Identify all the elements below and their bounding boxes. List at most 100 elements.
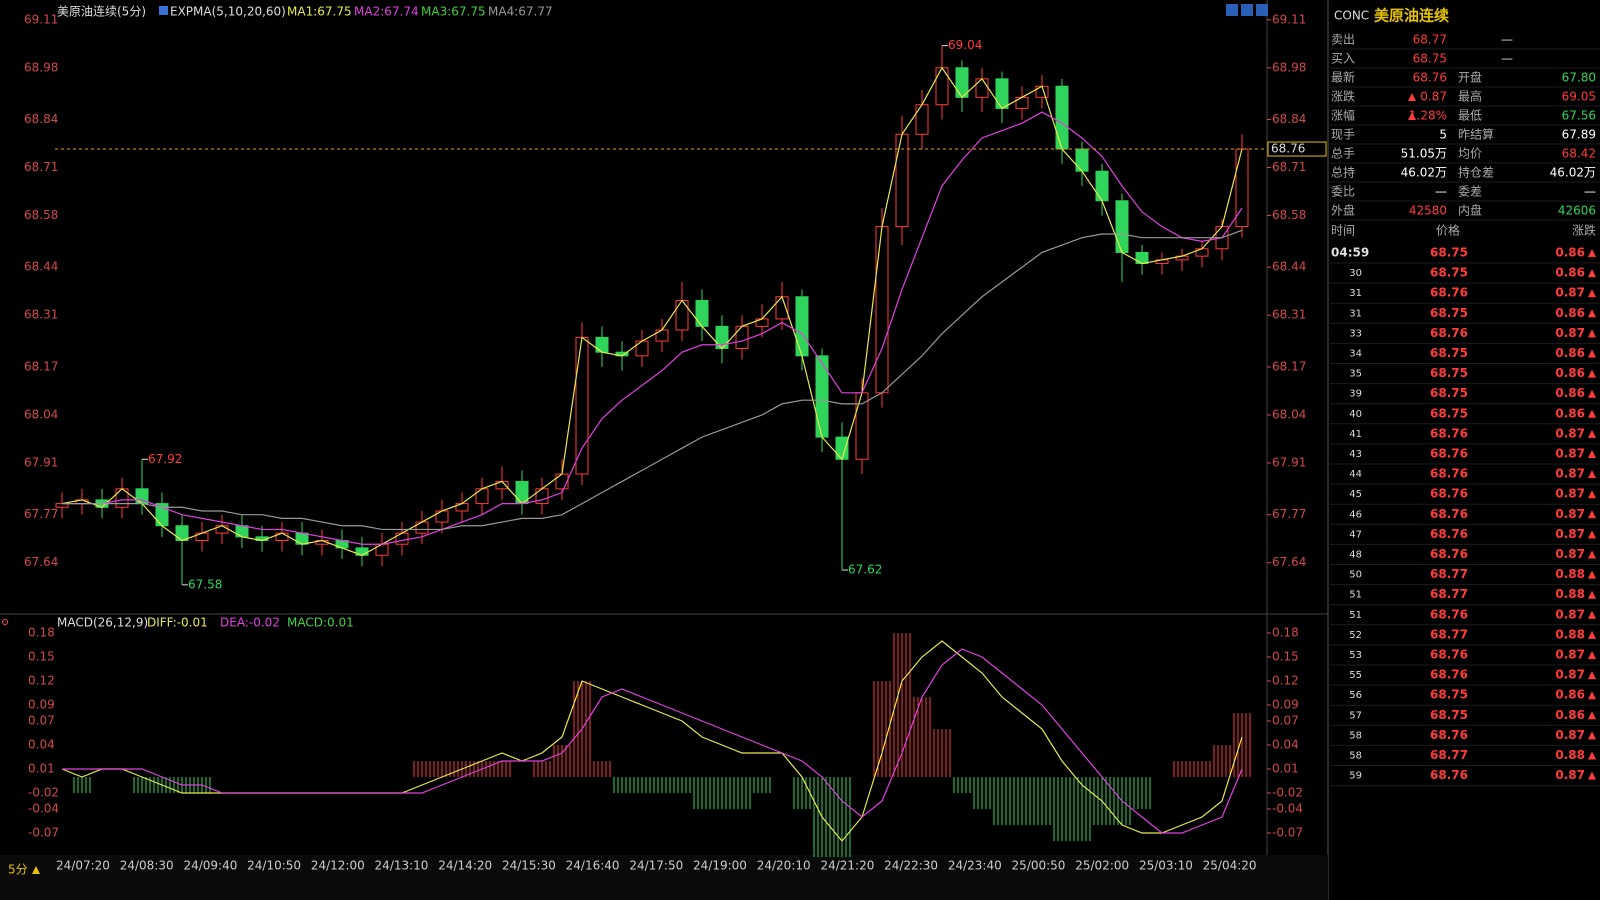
tick-price: 68.76	[1430, 547, 1468, 561]
tick-price: 68.75	[1430, 306, 1468, 320]
candle-body	[1075, 148, 1089, 172]
y-tick-label: 68.58	[24, 208, 58, 222]
tick-time: 45	[1349, 489, 1362, 500]
up-arrow	[1588, 751, 1596, 760]
x-tick-label: 25/00:50	[1012, 859, 1066, 873]
tool-button[interactable]	[1226, 4, 1238, 16]
tool-button[interactable]	[1241, 4, 1253, 16]
x-tick-label: 24/13:10	[375, 859, 429, 873]
quote-value: 51.05万	[1401, 147, 1447, 161]
tick-change: 0.87	[1555, 768, 1585, 782]
candle-body	[855, 392, 869, 460]
quote-label: 委差	[1458, 185, 1482, 199]
tick-change: 0.86	[1555, 346, 1585, 360]
up-arrow	[1588, 289, 1596, 298]
symbol-title: 美原油连续(5分)	[57, 4, 146, 19]
y-tick-label: 67.91	[24, 455, 58, 469]
up-arrow	[1588, 429, 1596, 438]
last-price-box	[1267, 141, 1327, 157]
indicator-icon	[159, 6, 168, 15]
extreme-label: 67.58	[188, 577, 222, 591]
tick-price: 68.76	[1430, 648, 1468, 662]
ma-label: MA3:67.75	[421, 5, 486, 19]
tick-time: 31	[1349, 308, 1362, 319]
macd-legend: MACD(26,12,9)	[57, 616, 148, 630]
period-arrow[interactable]	[32, 866, 40, 874]
up-arrow	[1588, 450, 1596, 458]
quote-label: 涨跌	[1331, 89, 1355, 104]
y-tick-label-right: 0.15	[1272, 650, 1299, 664]
quote-value: —	[1435, 185, 1447, 199]
up-arrow	[1588, 510, 1596, 519]
quote-label: 现手	[1331, 128, 1355, 142]
y-tick-label: 0.01	[28, 762, 55, 776]
up-arrow	[1588, 771, 1596, 780]
up-arrow	[1588, 550, 1596, 559]
tick-price: 68.76	[1430, 507, 1468, 521]
candle-body	[595, 336, 609, 353]
y-tick-label-right: 67.91	[1272, 455, 1306, 469]
quote-label: 昨结算	[1458, 127, 1494, 142]
period-button[interactable]: 5分	[8, 863, 28, 877]
dea-line	[62, 648, 1243, 834]
y-tick-label: 67.77	[24, 507, 58, 521]
candle-body	[475, 488, 489, 505]
y-tick-label-right: -0.07	[1272, 826, 1303, 840]
ma-label: MA4:67.77	[488, 5, 553, 19]
candle-body	[995, 78, 1009, 109]
y-tick-label-right: 0.04	[1272, 738, 1299, 752]
quote-label: 最低	[1458, 109, 1482, 123]
up-arrow	[1588, 490, 1596, 499]
candle-body	[675, 299, 689, 331]
tick-time: 59	[1349, 771, 1362, 782]
quote-value: —	[1584, 185, 1596, 199]
up-arrow	[1588, 590, 1596, 599]
tick-price: 68.76	[1430, 527, 1468, 541]
tick-change: 0.88	[1555, 567, 1585, 581]
up-arrow	[1588, 530, 1596, 539]
candle-body	[695, 299, 709, 327]
tick-price: 68.75	[1430, 366, 1468, 380]
up-arrow	[1588, 691, 1596, 700]
y-tick-label: 0.04	[28, 738, 55, 752]
tick-change: 0.87	[1555, 286, 1585, 300]
tick-time: 57	[1349, 710, 1362, 721]
y-tick-label: 68.31	[24, 308, 58, 322]
quote-value: 42580	[1409, 204, 1447, 218]
tick-price: 68.75	[1430, 688, 1468, 702]
tick-change: 0.87	[1555, 527, 1585, 541]
candle-body	[575, 336, 589, 475]
tick-change: 0.87	[1555, 507, 1585, 521]
y-tick-label-right: 67.77	[1272, 507, 1306, 521]
tick-change: 0.86	[1555, 266, 1585, 280]
quote-label: 最新	[1331, 70, 1355, 85]
tick-price: 68.76	[1430, 668, 1468, 682]
y-tick-label: 68.84	[24, 112, 58, 126]
x-tick-label: 24/14:20	[438, 859, 492, 873]
extreme-label: 67.92	[148, 452, 182, 466]
quote-label: 买入	[1331, 52, 1355, 66]
candle-body	[835, 436, 849, 460]
tool-button[interactable]	[1256, 4, 1268, 16]
tick-change: 0.87	[1555, 447, 1585, 461]
up-arrow	[1588, 349, 1596, 358]
candle-body	[535, 488, 549, 505]
up-arrow	[1588, 269, 1596, 278]
tick-change: 0.87	[1555, 728, 1585, 742]
y-tick-label: 68.98	[24, 60, 58, 74]
y-tick-label: 0.18	[28, 626, 55, 640]
candle-body	[795, 296, 809, 357]
up-arrow	[1588, 409, 1596, 418]
tick-price: 68.76	[1430, 447, 1468, 461]
up-arrow	[1588, 711, 1596, 720]
y-tick-label-right: 0.12	[1272, 674, 1299, 688]
macd-legend: MACD:0.01	[287, 616, 354, 630]
tick-change: 0.87	[1555, 467, 1585, 481]
quote-value: 67.56	[1562, 109, 1596, 123]
y-tick-label-right: 68.31	[1272, 308, 1306, 322]
y-tick-label-right: 68.04	[1272, 407, 1306, 421]
up-arrow	[1408, 93, 1416, 101]
pane-marker	[2, 619, 8, 625]
